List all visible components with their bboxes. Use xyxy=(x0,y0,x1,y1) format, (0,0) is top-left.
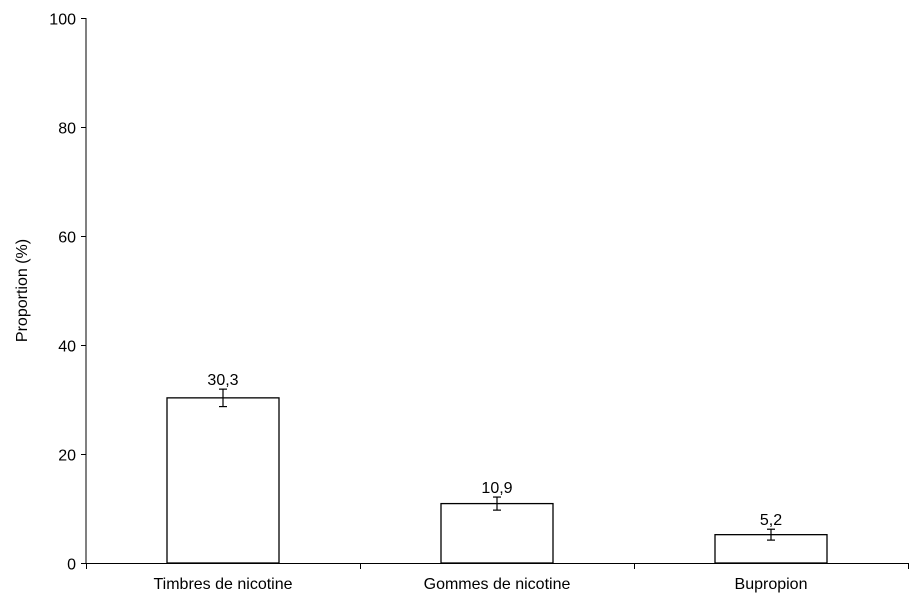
y-tick-label: 20 xyxy=(58,448,76,465)
bar xyxy=(166,397,280,564)
y-axis: 0 20 40 60 80 100 xyxy=(49,12,87,574)
bar xyxy=(440,502,554,564)
y-tick-label: 40 xyxy=(58,339,76,356)
data-labels: 30,3 10,9 5,2 xyxy=(207,372,782,529)
data-label: 30,3 xyxy=(207,372,238,389)
x-category-label: Timbres de nicotine xyxy=(153,576,292,593)
y-tick-label: 0 xyxy=(67,557,76,574)
x-category-label: Gommes de nicotine xyxy=(424,576,571,593)
y-tick-label: 100 xyxy=(49,12,76,29)
bars xyxy=(166,388,828,564)
data-label: 10,9 xyxy=(481,480,512,497)
y-axis-title: Proportion (%) xyxy=(14,239,31,342)
y-tick-label: 80 xyxy=(58,121,76,138)
x-category-label: Bupropion xyxy=(735,576,808,593)
data-label: 5,2 xyxy=(760,512,782,529)
y-tick-label: 60 xyxy=(58,230,76,247)
x-axis: Timbres de nicotine Gommes de nicotine Bup… xyxy=(86,563,909,593)
